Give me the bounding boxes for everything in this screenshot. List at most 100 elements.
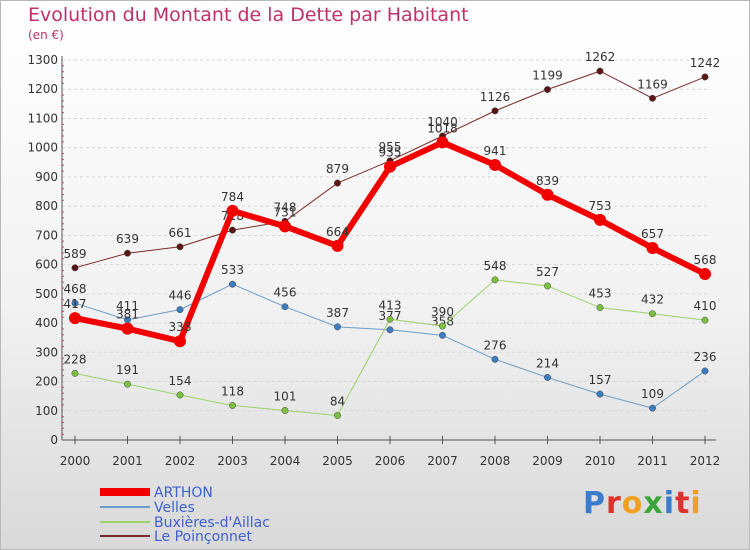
data-point (544, 373, 551, 381)
data-label: 390 (431, 305, 454, 319)
data-point (489, 158, 501, 171)
logo-letter: i (663, 486, 676, 521)
data-label: 410 (694, 299, 717, 313)
data-point (384, 160, 396, 173)
logo-letter: i (690, 486, 702, 521)
data-point (596, 304, 604, 312)
data-point (544, 282, 551, 290)
data-point (176, 391, 184, 399)
data-label: 413 (379, 298, 402, 312)
x-tick-label: 2004 (270, 454, 301, 468)
data-point (174, 335, 186, 348)
data-point (331, 239, 344, 252)
data-label: 417 (64, 297, 87, 311)
data-label: 879 (326, 162, 349, 176)
data-point (334, 411, 341, 419)
data-label: 941 (484, 144, 507, 158)
logo-letter: r (606, 486, 622, 521)
x-tick-label: 2000 (60, 454, 91, 468)
data-label: 657 (641, 227, 664, 241)
data-point (229, 280, 236, 288)
data-label: 527 (536, 265, 559, 279)
data-point (281, 303, 289, 311)
data-label: 548 (484, 259, 507, 273)
data-label: 228 (64, 352, 87, 366)
data-label: 468 (64, 282, 87, 296)
x-tick-label: 2002 (165, 454, 196, 468)
data-point (386, 326, 394, 334)
data-label: 381 (116, 308, 139, 322)
legend-label: Le Poinçonnet (154, 529, 253, 545)
data-point (491, 276, 499, 284)
x-tick-label: 2003 (217, 454, 248, 468)
x-tick-label: 2011 (637, 454, 668, 468)
data-point (279, 220, 291, 233)
data-point (596, 390, 604, 398)
data-point (649, 94, 656, 102)
x-tick-label: 2001 (112, 454, 143, 468)
x-tick-label: 2008 (480, 454, 511, 468)
data-point (596, 67, 604, 75)
data-point (334, 323, 341, 331)
proxiti-logo: Proxiti (583, 486, 702, 521)
data-point (436, 136, 449, 149)
data-label: 377 (379, 309, 402, 323)
x-tick-label: 2005 (322, 454, 353, 468)
data-label: 338 (169, 320, 192, 334)
data-label: 214 (536, 356, 559, 370)
y-tick-label: 1200 (27, 82, 58, 96)
data-label: 276 (484, 338, 507, 352)
y-tick-label: 600 (35, 258, 58, 272)
y-tick-label: 1300 (27, 53, 58, 67)
data-point (229, 226, 236, 234)
data-label: 84 (330, 394, 345, 408)
data-label: 1242 (690, 56, 721, 70)
y-tick-label: 1100 (27, 111, 58, 125)
data-label: 533 (221, 263, 244, 277)
logo-letter: P (583, 486, 606, 521)
data-label: 1169 (637, 77, 668, 91)
data-point (386, 315, 394, 323)
data-label: 839 (536, 174, 559, 188)
data-point (646, 241, 659, 254)
data-point (229, 402, 236, 409)
data-label: 784 (221, 190, 244, 204)
y-tick-label: 400 (35, 316, 58, 330)
y-tick-label: 100 (35, 404, 58, 418)
data-point (71, 264, 79, 272)
y-tick-label: 0 (50, 433, 58, 447)
data-label: 1262 (585, 50, 616, 64)
data-label: 955 (379, 140, 402, 154)
data-point (594, 213, 606, 226)
data-label: 1040 (427, 115, 458, 129)
data-label: 731 (274, 205, 297, 219)
data-point (226, 204, 239, 217)
data-point (701, 316, 709, 324)
data-label: 109 (641, 387, 664, 401)
data-label: 191 (116, 363, 139, 377)
data-label: 411 (116, 299, 139, 313)
data-label: 154 (169, 374, 192, 388)
data-point (701, 367, 709, 375)
data-label: 446 (169, 289, 192, 303)
data-label: 456 (274, 286, 297, 300)
y-tick-label: 300 (35, 345, 58, 359)
data-point (439, 331, 446, 339)
data-point (281, 407, 289, 414)
data-point (71, 369, 79, 377)
data-label: 589 (64, 247, 87, 261)
data-point (491, 355, 499, 363)
data-point (649, 404, 656, 412)
y-tick-label: 700 (35, 228, 58, 242)
data-point (176, 243, 184, 251)
data-label: 753 (589, 199, 612, 213)
data-point (124, 380, 131, 388)
chart-subtitle: (en €) (28, 28, 64, 42)
data-point (491, 107, 499, 115)
legend-label: Buxières-d'Aillac (154, 515, 270, 531)
data-label: 118 (221, 385, 244, 399)
data-point (439, 322, 446, 330)
y-tick-label: 500 (35, 287, 58, 301)
data-label: 661 (169, 226, 192, 240)
data-label: 664 (326, 225, 349, 239)
